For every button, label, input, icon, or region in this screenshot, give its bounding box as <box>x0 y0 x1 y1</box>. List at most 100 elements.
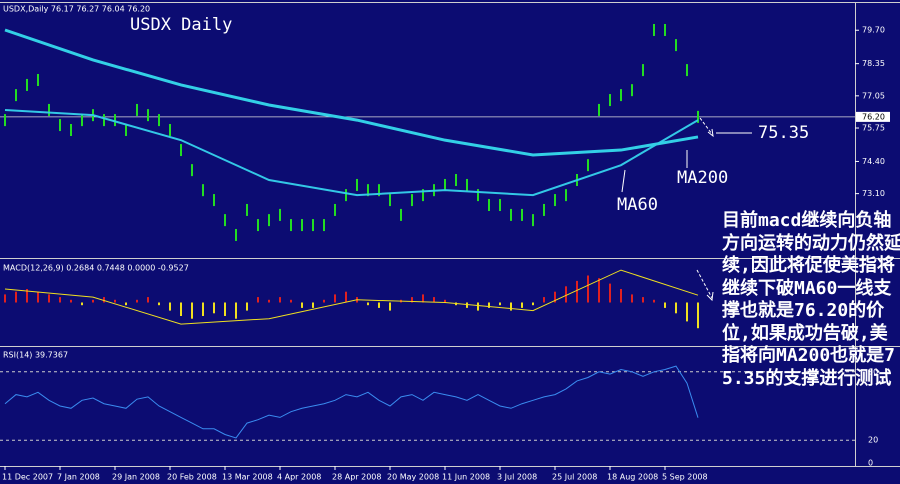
macd-bar <box>532 302 534 306</box>
price-bar <box>642 64 644 77</box>
price-bar <box>191 164 193 177</box>
price-bar <box>499 199 501 212</box>
x-tick-label: 3 Jul 2008 <box>497 473 537 482</box>
rsi-tick-label: 80 <box>868 367 878 376</box>
price-bar <box>378 184 380 197</box>
price-bar <box>598 103 600 116</box>
price-bar <box>345 189 347 202</box>
price-bar <box>620 89 622 102</box>
price-bar <box>565 189 567 202</box>
x-tick-label: 18 Aug 2008 <box>607 473 658 482</box>
header: USDX,Daily 76.17 76.27 76.04 76.20 <box>3 5 150 14</box>
y-tick-label: 77.05 <box>862 91 885 100</box>
current-price-box <box>856 111 890 122</box>
macd-bar <box>257 297 259 303</box>
macd-bar <box>521 302 523 308</box>
macd-bar <box>158 302 160 306</box>
price-bar <box>290 219 292 232</box>
price-bar <box>169 124 171 136</box>
macd-bar <box>279 297 281 303</box>
price-bar <box>48 103 50 116</box>
macd-bar <box>334 294 336 303</box>
price-bar <box>103 114 105 127</box>
macd-bar <box>70 299 72 303</box>
macd-bar <box>477 302 479 311</box>
macd-bar <box>444 299 446 303</box>
annotation-note: 目前macd继续向负轴方向运转的动力仍然延续,因此将促使美指将继续下破MA60一… <box>722 210 900 389</box>
macd-bar <box>235 302 237 319</box>
annotation: MA200 <box>677 168 728 188</box>
chart-title: USDX Daily <box>130 15 232 35</box>
macd-bar <box>488 302 490 308</box>
macd-bar <box>81 302 83 306</box>
macd-bar <box>554 291 556 303</box>
macd-bar <box>433 297 435 303</box>
price-bar <box>422 189 424 202</box>
macd-bar <box>653 299 655 303</box>
macd-bar <box>147 297 149 303</box>
price-bar <box>15 89 17 102</box>
macd-bar <box>367 302 369 306</box>
macd-bar <box>510 302 512 311</box>
macd-bar <box>180 302 182 316</box>
macd-bar <box>565 286 567 303</box>
rsi-line <box>4 365 699 439</box>
price-bar <box>312 219 314 232</box>
macd-bar <box>675 302 677 314</box>
price-bar <box>411 194 413 207</box>
moving-average <box>4 108 699 197</box>
macd-bar <box>169 302 171 311</box>
moving-average <box>4 28 699 157</box>
price-bar <box>367 184 369 197</box>
macd-bar <box>4 294 6 303</box>
macd-bar <box>631 294 633 303</box>
y-tick-label: 74.40 <box>862 157 885 166</box>
price-bar <box>554 194 556 207</box>
price-bar <box>510 208 512 221</box>
macd-bar <box>125 302 127 306</box>
price-bar <box>521 208 523 221</box>
price-bar <box>301 219 303 232</box>
x-tick-label: 11 Jun 2008 <box>442 473 490 482</box>
price-bar <box>675 39 677 52</box>
price-bar <box>532 214 534 227</box>
price-bar <box>180 144 182 157</box>
macd-bar <box>686 302 688 322</box>
price-bar <box>477 189 479 202</box>
macd-bar <box>598 278 600 303</box>
price-bar <box>455 174 457 187</box>
panel-borders <box>0 2 900 467</box>
current-price-label: 76.20 <box>862 112 885 121</box>
price-bar <box>81 114 83 127</box>
price-bar <box>59 119 61 132</box>
macd-line <box>4 269 699 325</box>
annotation: MA60 <box>617 195 658 215</box>
macd-bar <box>697 302 699 329</box>
price-bar <box>664 23 666 36</box>
price-bar <box>356 178 358 191</box>
x-tick-label: 20 May 2008 <box>387 473 439 482</box>
x-tick-label: 29 Jan 2008 <box>112 473 160 482</box>
macd-bar <box>246 302 248 311</box>
x-tick-label: 7 Jan 2008 <box>57 473 100 482</box>
macd-bar <box>466 302 468 308</box>
y-tick-label: 78.35 <box>862 59 885 68</box>
price-bar <box>213 194 215 207</box>
x-tick-label: 20 Feb 2008 <box>167 473 217 482</box>
x-tick-label: 4 Apr 2008 <box>277 473 321 482</box>
price-bar <box>323 219 325 232</box>
price-bar <box>389 194 391 207</box>
macd-bar <box>103 297 105 303</box>
price-bar <box>224 214 226 227</box>
rsi-tick-label: 0 <box>868 459 873 468</box>
price-bar <box>70 124 72 136</box>
macd-label: MACD(12,26,9) 0.2684 0.7448 0.0000 -0.95… <box>3 264 189 273</box>
price-bar <box>653 23 655 36</box>
macd-bar <box>92 299 94 303</box>
macd-bar <box>323 299 325 303</box>
price-bar <box>543 203 545 216</box>
macd-bar <box>15 291 17 303</box>
